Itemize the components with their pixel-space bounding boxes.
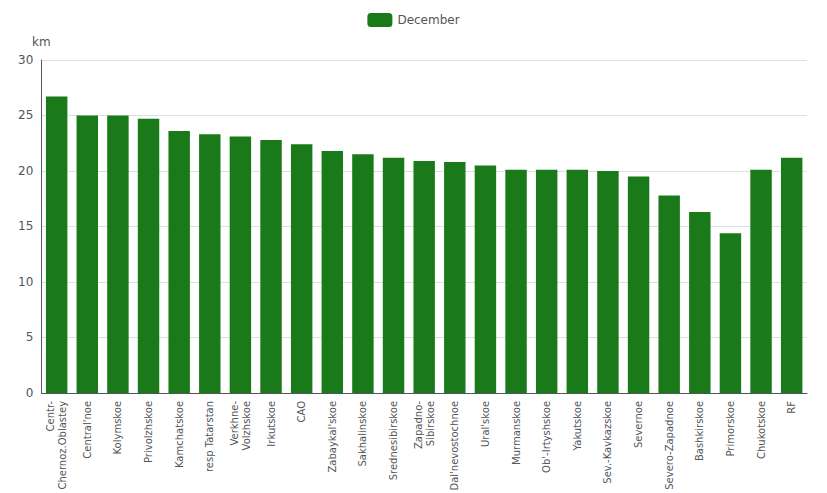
svg-text:20: 20 [18, 164, 33, 178]
svg-text:Srednesibirskoe: Srednesibirskoe [388, 401, 399, 480]
svg-text:Sev.-Kavkazskoe: Sev.-Kavkazskoe [602, 401, 613, 484]
svg-text:Sibirskoe: Sibirskoe [425, 401, 436, 446]
svg-text:Chernoz.Oblastey: Chernoz.Oblastey [57, 401, 68, 490]
svg-text:Central'noe: Central'noe [82, 401, 93, 459]
svg-text:25: 25 [18, 108, 33, 122]
svg-text:CAO: CAO [296, 401, 307, 423]
svg-text:Bashkirskoe: Bashkirskoe [694, 401, 705, 461]
svg-text:10: 10 [18, 275, 33, 289]
svg-text:Sakhalinskoe: Sakhalinskoe [357, 401, 368, 467]
svg-text:5: 5 [26, 330, 34, 344]
svg-text:Primorskoe: Primorskoe [725, 401, 736, 457]
svg-text:Severnoe: Severnoe [633, 401, 644, 448]
svg-text:Dal'nevostochnoe: Dal'nevostochnoe [449, 401, 460, 491]
svg-text:Ural'skoe: Ural'skoe [480, 401, 491, 447]
svg-text:Yakutskoe: Yakutskoe [572, 401, 583, 452]
svg-text:Zabaykal'skoe: Zabaykal'skoe [327, 401, 338, 473]
svg-text:30: 30 [18, 53, 33, 67]
svg-text:15: 15 [18, 219, 33, 233]
svg-text:Zapadno-: Zapadno- [413, 401, 424, 449]
svg-text:Chukotskoe: Chukotskoe [756, 401, 767, 459]
svg-text:Murmanskoe: Murmanskoe [511, 401, 522, 465]
svg-text:Volzhskoe: Volzhskoe [241, 401, 252, 450]
svg-text:0: 0 [26, 386, 34, 400]
svg-text:km: km [32, 35, 51, 49]
svg-text:Privolzhskoe: Privolzhskoe [143, 401, 154, 463]
svg-text:Centr-: Centr- [45, 401, 56, 432]
svg-text:resp Tatarstan: resp Tatarstan [204, 401, 215, 472]
svg-text:Severo-Zapadnoe: Severo-Zapadnoe [664, 401, 675, 490]
svg-text:December: December [397, 13, 459, 27]
svg-text:Verkhne-: Verkhne- [229, 401, 240, 446]
svg-text:Ob'-Irtyshskoe: Ob'-Irtyshskoe [541, 401, 552, 473]
svg-text:RF: RF [786, 401, 797, 414]
svg-text:Kolymskoe: Kolymskoe [112, 401, 123, 455]
svg-text:Kamchatskoe: Kamchatskoe [174, 401, 185, 468]
svg-text:Irkutskoe: Irkutskoe [266, 401, 277, 447]
